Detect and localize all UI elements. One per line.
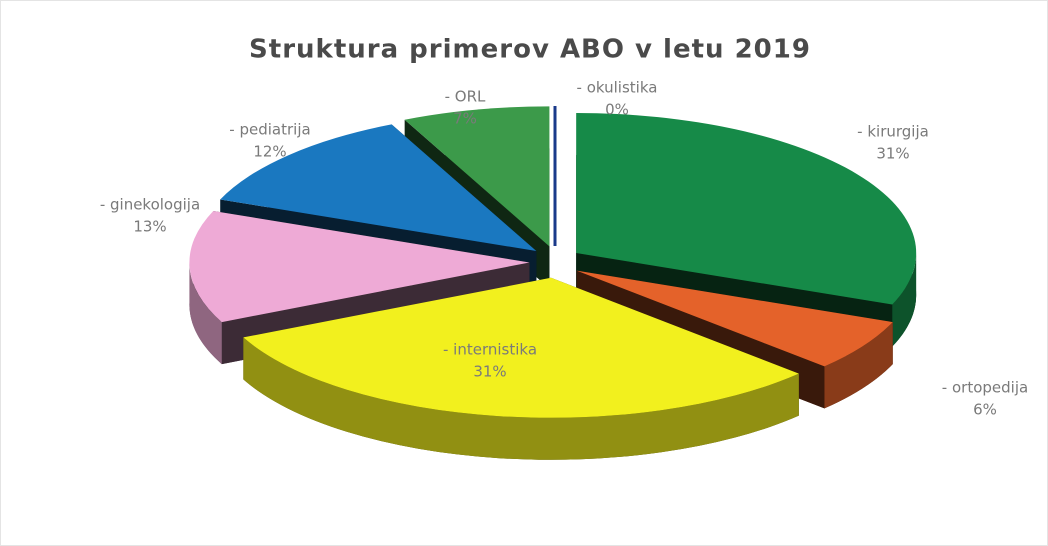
category-label: - internistika [443, 341, 537, 359]
value-label: 12% [253, 143, 286, 161]
value-label: 6% [973, 401, 997, 419]
slice-side [824, 322, 893, 409]
slice-side [892, 253, 917, 347]
slice [576, 270, 893, 367]
category-label: - kirurgija [857, 123, 929, 141]
pie [189, 106, 917, 460]
chart-title: Struktura primerov ABO v letu 2019 [249, 35, 811, 65]
slice-side [189, 262, 222, 365]
slice [189, 210, 530, 323]
category-label: - ORL [445, 88, 486, 106]
slice [576, 113, 917, 305]
category-label: - ortopedija [942, 379, 1028, 397]
category-label: - ginekologija [100, 196, 200, 214]
value-label: 13% [133, 218, 166, 236]
value-label: 31% [473, 363, 506, 381]
slice [220, 124, 537, 252]
slice [404, 106, 550, 247]
category-label: - pediatrija [229, 121, 310, 139]
value-label: 0% [605, 101, 629, 119]
value-label: 31% [876, 145, 909, 163]
category-label: - okulistika [577, 79, 658, 97]
slice [243, 277, 799, 418]
slice-side [243, 337, 799, 460]
value-label: 7% [453, 110, 477, 128]
labels: - kirurgija 31% - ortopedija 6% - internisti… [100, 79, 1028, 419]
